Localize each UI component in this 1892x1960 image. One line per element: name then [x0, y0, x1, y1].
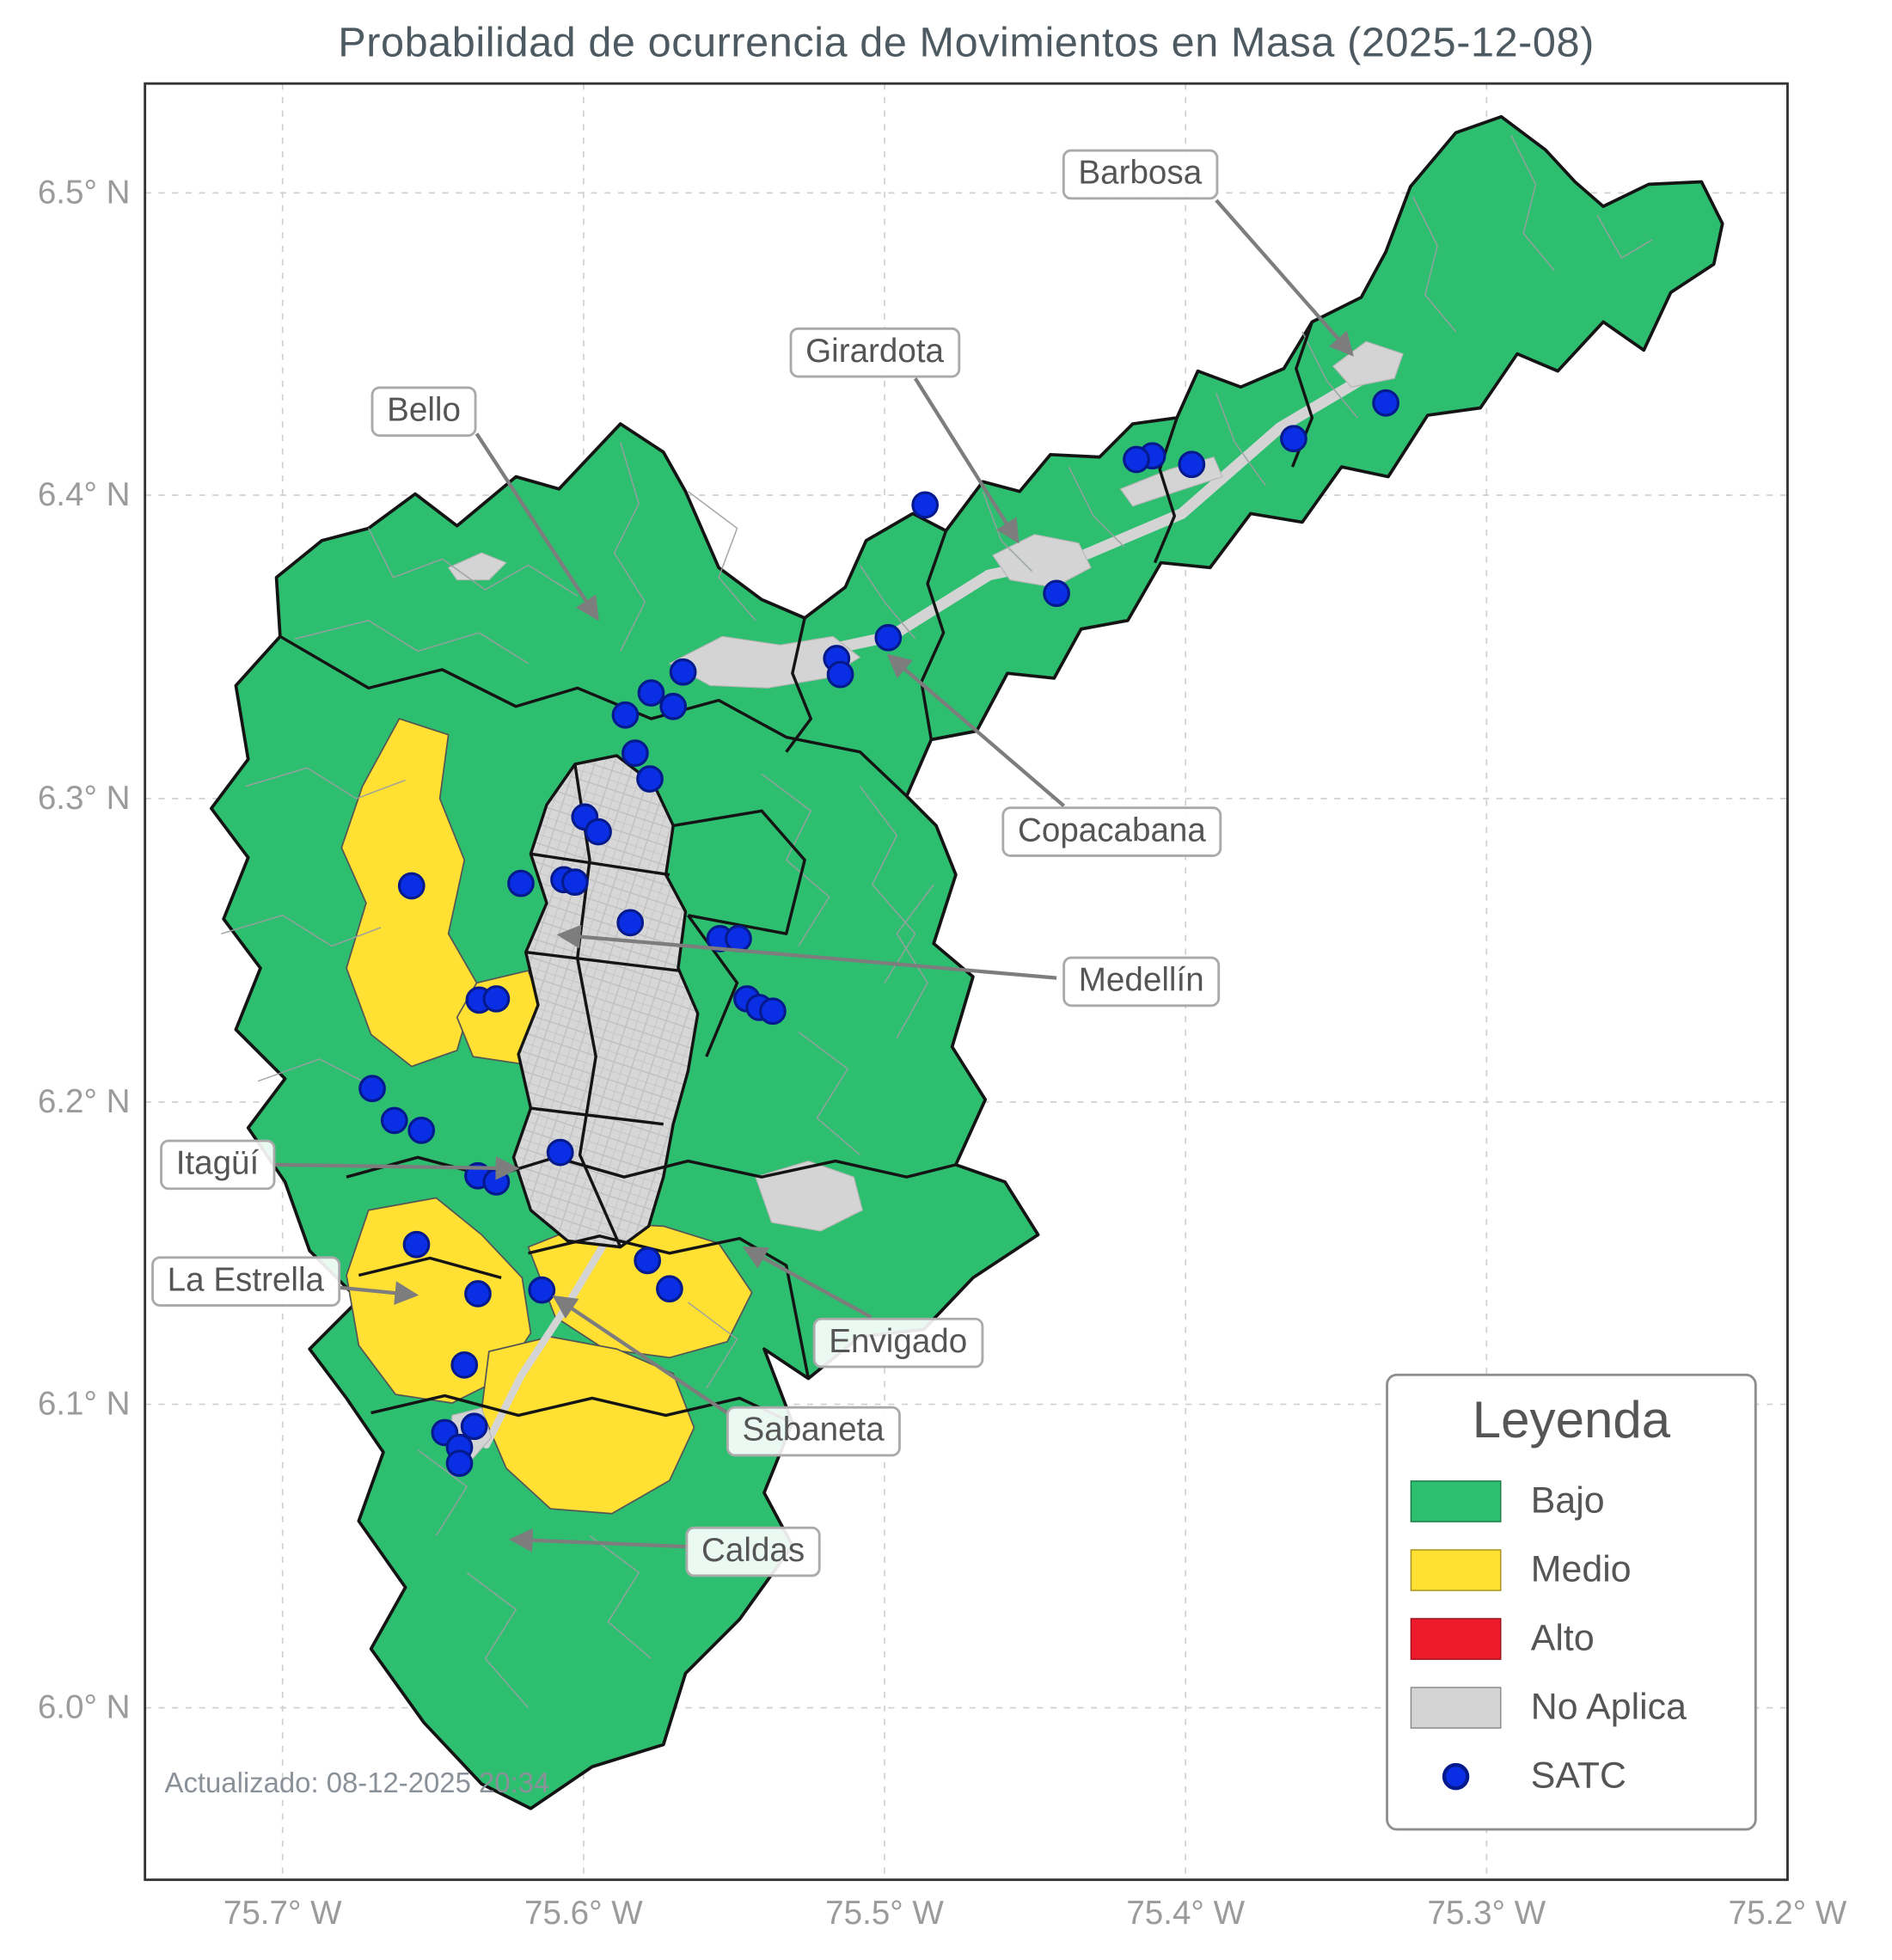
municipal-boundaries — [279, 321, 1314, 1424]
annotation-label-barbosa: Barbosa — [1062, 149, 1218, 200]
satc-station-dot — [659, 692, 688, 720]
legend: Leyenda Bajo Medio Alto No Aplica SATC — [1386, 1373, 1757, 1831]
satc-station-dot — [402, 1230, 431, 1259]
legend-item-medio: Medio — [1388, 1536, 1754, 1605]
legend-item-no-aplica: No Aplica — [1388, 1674, 1754, 1743]
no-aplica-patch — [755, 1160, 863, 1232]
legend-swatch-alto — [1410, 1618, 1502, 1660]
annotation-arrow-medellin — [556, 924, 1057, 980]
legend-item-alto: Alto — [1388, 1605, 1754, 1674]
annotation-label-la-estrella: La Estrella — [151, 1256, 340, 1307]
satc-station-dot — [464, 1280, 492, 1308]
satc-station-dot — [616, 909, 645, 937]
x-tick-label-3: 75.4° W — [1126, 1894, 1246, 1932]
annotation-arrow-girardota — [913, 377, 1019, 544]
legend-label-no-aplica: No Aplica — [1530, 1687, 1687, 1728]
annotation-arrow-copacabana — [886, 653, 1066, 808]
legend-title: Leyenda — [1472, 1390, 1671, 1449]
satc-station-dot — [445, 1449, 474, 1478]
satc-station-dot — [1178, 450, 1206, 479]
satc-station-dot — [1123, 445, 1150, 474]
satc-station-dot — [546, 1138, 574, 1167]
y-tick-label-1: 6.4° N — [37, 475, 131, 513]
legend-item-satc: SATC — [1388, 1743, 1754, 1811]
figure-title: Probabilidad de ocurrencia de Movimiento… — [338, 19, 1595, 67]
no-aplica-patch — [1332, 340, 1404, 388]
legend-swatch-satc — [1411, 1762, 1502, 1791]
y-tick-label-4: 6.1° N — [37, 1385, 131, 1423]
legend-swatch-medio — [1410, 1549, 1502, 1591]
satc-station-dot — [1043, 579, 1070, 608]
satc-stations-layer — [358, 389, 1400, 1478]
satc-station-dot — [482, 1168, 511, 1196]
annotation-arrow-bello — [475, 432, 599, 622]
annotation-arrow-envigado — [742, 1246, 873, 1319]
annotation-label-girardota: Girardota — [789, 327, 960, 378]
satc-station-dot — [621, 739, 649, 767]
legend-swatch-no-aplica — [1410, 1687, 1502, 1729]
x-tick-label-1: 75.6° W — [524, 1894, 643, 1932]
satc-station-dot — [397, 872, 426, 900]
satc-station-dot — [656, 1275, 683, 1303]
satc-station-dot — [482, 985, 511, 1013]
satc-station-dot — [380, 1106, 408, 1135]
y-tick-label-0: 6.5° N — [37, 174, 131, 211]
satc-station-dot — [637, 679, 665, 707]
legend-item-bajo: Bajo — [1388, 1467, 1754, 1535]
satc-station-dot — [450, 1351, 479, 1379]
annotation-label-itagui: Itagüí — [160, 1139, 275, 1191]
legend-label-alto: Alto — [1530, 1618, 1595, 1659]
x-tick-label-4: 75.3° W — [1427, 1894, 1546, 1932]
satc-station-dot — [585, 818, 612, 846]
satc-station-dot — [759, 997, 787, 1026]
no-aplica-patch — [991, 534, 1092, 588]
satc-station-dot — [634, 1246, 662, 1275]
annotation-arrow-barbosa — [1215, 199, 1354, 357]
satc-station-dot — [1372, 389, 1400, 417]
y-tick-label-2: 6.3° N — [37, 779, 131, 817]
satc-station-dot — [911, 491, 940, 519]
legend-label-satc: SATC — [1530, 1755, 1626, 1797]
satc-station-dot — [358, 1075, 386, 1103]
annotation-arrow-sabaneta — [552, 1295, 732, 1418]
satc-station-dot — [611, 701, 640, 729]
satc-station-dot — [507, 869, 535, 897]
satc-dot-icon — [1442, 1762, 1470, 1791]
annotation-arrow-la-estrella — [339, 1281, 419, 1305]
satc-station-dot — [826, 660, 854, 689]
annotation-arrows-layer — [275, 199, 1354, 1553]
x-tick-label-2: 75.5° W — [825, 1894, 944, 1932]
region-medio-shape — [481, 1336, 695, 1515]
y-tick-label-3: 6.2° N — [37, 1082, 131, 1120]
satc-station-dot — [561, 868, 589, 897]
y-tick-label-5: 6.0° N — [37, 1688, 131, 1726]
satc-station-dot — [874, 623, 903, 652]
satc-station-dot — [407, 1116, 436, 1144]
annotation-arrow-itagui — [275, 1155, 520, 1180]
satc-station-dot — [1280, 425, 1307, 453]
legend-swatch-bajo — [1410, 1480, 1502, 1522]
satc-station-dot — [460, 1412, 488, 1441]
x-tick-label-0: 75.7° W — [223, 1894, 342, 1932]
annotation-label-envigado: Envigado — [812, 1317, 983, 1369]
annotation-label-copacabana: Copacabana — [1001, 806, 1222, 857]
annotation-label-medellin: Medellín — [1062, 956, 1221, 1008]
vereda-boundaries — [221, 134, 1653, 1709]
satc-station-dot — [669, 658, 697, 686]
annotation-label-caldas: Caldas — [685, 1526, 821, 1577]
annotation-label-sabaneta: Sabaneta — [726, 1406, 901, 1457]
legend-label-bajo: Bajo — [1530, 1480, 1605, 1522]
plot-frame — [144, 82, 1789, 1882]
satc-station-dot — [528, 1276, 556, 1304]
x-tick-label-5: 75.2° W — [1728, 1894, 1847, 1932]
annotation-arrow-caldas — [508, 1528, 691, 1553]
satc-station-dot — [725, 925, 752, 952]
satc-station-dot — [636, 765, 664, 793]
no-aplica-patch — [668, 635, 861, 689]
annotation-label-bello: Bello — [370, 386, 477, 438]
updated-timestamp: Actualizado: 08-12-2025 20:34 — [164, 1767, 550, 1799]
legend-label-medio: Medio — [1530, 1549, 1632, 1590]
